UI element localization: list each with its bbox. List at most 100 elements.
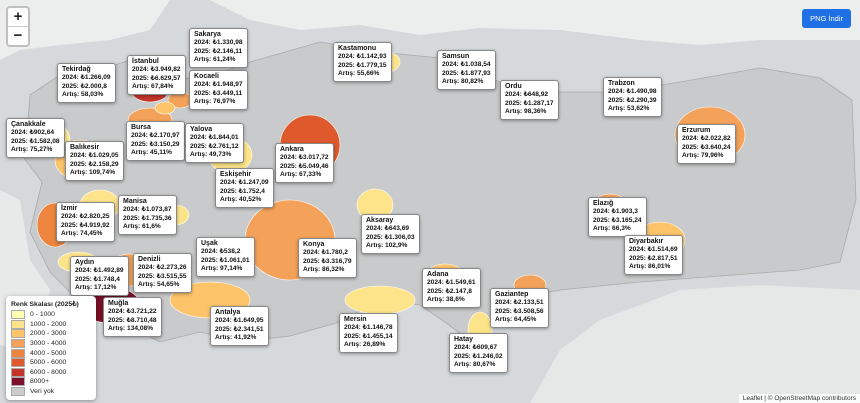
province-value: 2024: ₺609,67 (454, 344, 498, 352)
province-label: Mersin 2024: ₺1.146,78 2025: ₺1.455,14 Artı… (339, 313, 398, 353)
province-value: 2024: ₺643,69 (366, 225, 410, 233)
png-download-button[interactable]: PNG İndir (802, 9, 851, 28)
province-value: 2025: ₺2.817,51 (629, 254, 678, 262)
province-value: 2025: ₺1.246,02 (454, 352, 503, 360)
province-value: Artış: 58,03% (62, 91, 104, 99)
attribution[interactable]: Leaflet | © OpenStreetMap contributors (738, 394, 860, 403)
province-name: Sakarya (194, 31, 221, 38)
province-label: Çanakkale 2024: ₺902,64 2025: ₺1.582,08 Art… (6, 118, 65, 158)
province-value: 2025: ₺1.748,4 (75, 275, 120, 283)
province-label: Erzurum 2024: ₺2.022,82 2025: ₺3.640,24 Art… (677, 124, 736, 164)
legend: Renk Skalası (2025₺) 0 - 1000 1000 - 2000… (6, 296, 96, 401)
legend-label: 0 - 1000 (30, 311, 55, 319)
legend-swatch (11, 367, 25, 377)
province-name: Gaziantep (495, 291, 529, 298)
legend-item: 2000 - 3000 (11, 329, 91, 339)
province-label: Manisa 2024: ₺1.073,87 2025: ₺1.735,36 Artı… (118, 195, 177, 235)
province-value: 2024: ₺1.549,61 (427, 279, 476, 287)
legend-item: 3000 - 4000 (11, 339, 91, 349)
province-value: 2025: ₺1.306,03 (366, 233, 415, 241)
province-name: Kocaeli (194, 73, 219, 80)
province-value: 2025: ₺3.449,11 (194, 89, 243, 97)
province-label: Eskişehir 2024: ₺1.247,09 2025: ₺1.752,4 Ar… (215, 168, 274, 208)
province-value: 2025: ₺1.779,15 (338, 61, 387, 69)
province-label: Denizli 2024: ₺2.273,26 2025: ₺3.515,55 Art… (133, 253, 192, 293)
province-value: 2025: ₺1.287,17 (505, 99, 554, 107)
province-value: 2024: ₺3.721,22 (108, 308, 157, 316)
legend-swatch (11, 319, 25, 329)
province-name: Aydın (75, 259, 95, 266)
province-value: Artış: 54,65% (138, 281, 180, 289)
province-value: Artış: 64,45% (495, 316, 537, 324)
legend-item: 8000+ (11, 377, 91, 387)
province-value: Artış: 41,92% (215, 334, 257, 342)
province-name: Bursa (131, 124, 151, 131)
province-label: Kastamonu 2024: ₺1.142,93 2025: ₺1.779,15 A… (333, 42, 392, 82)
legend-swatch (11, 387, 25, 397)
province-value: 2025: ₺2.761,12 (190, 142, 239, 150)
province-value: 2025: ₺4.919,92 (61, 221, 110, 229)
legend-label: 4000 - 5000 (30, 349, 67, 357)
province-label: İzmir 2024: ₺2.820,25 2025: ₺4.919,92 Artış… (56, 202, 115, 242)
province-area[interactable] (344, 285, 416, 315)
province-value: Artış: 134,08% (108, 325, 154, 333)
province-label: Ankara 2024: ₺3.017,72 2025: ₺5.049,46 Artı… (275, 143, 334, 183)
province-value: Artış: 66,3% (593, 225, 631, 233)
province-value: 2025: ₺1.877,93 (442, 69, 491, 77)
zoom-in[interactable]: + (8, 8, 28, 27)
legend-label: 6000 - 8000 (30, 368, 67, 376)
province-value: 2025: ₺3.640,24 (682, 143, 731, 151)
province-name: Tekirdağ (62, 66, 91, 73)
province-value: 2024: ₺1.948,97 (194, 81, 243, 89)
province-name: Balıkesir (70, 144, 100, 151)
province-name: Mersin (344, 316, 367, 323)
province-value: Artış: 80,67% (454, 361, 496, 369)
province-value: 2024: ₺1.038,54 (442, 61, 491, 69)
province-label: Tekirdağ 2024: ₺1.266,09 2025: ₺2.000,8 Art… (57, 63, 116, 103)
province-value: 2024: ₺2.170,97 (131, 132, 180, 140)
legend-swatch (11, 329, 25, 339)
province-value: Artış: 102,9% (366, 242, 408, 250)
legend-title: Renk Skalası (2025₺) (11, 301, 79, 308)
province-label: Samsun 2024: ₺1.038,54 2025: ₺1.877,93 Artı… (437, 50, 496, 90)
province-label: Aksaray 2024: ₺643,69 2025: ₺1.306,03 Artış… (361, 214, 420, 254)
legend-item: 4000 - 5000 (11, 348, 91, 358)
province-value: 2025: ₺2.147,8 (427, 287, 472, 295)
province-value: 2025: ₺3.515,55 (138, 272, 187, 280)
province-value: 2025: ₺2.341,51 (215, 325, 264, 333)
province-name: Yalova (190, 126, 213, 133)
province-label: Adana 2024: ₺1.549,61 2025: ₺2.147,8 Artış:… (422, 268, 481, 308)
province-value: 2025: ₺8.710,48 (108, 316, 157, 324)
zoom-control[interactable]: + − (6, 6, 30, 47)
province-label: Konya 2024: ₺1.780,2 2025: ₺3.316,79 Artış:… (298, 238, 357, 278)
province-value: Artış: 40,52% (220, 196, 262, 204)
province-area[interactable] (154, 101, 176, 115)
province-name: Erzurum (682, 127, 711, 134)
province-label: Muğla 2024: ₺3.721,22 2025: ₺8.710,48 Artış… (103, 297, 162, 337)
province-label: Balıkesir 2024: ₺1.029,05 2025: ₺2.158,29 A… (65, 141, 124, 181)
province-value: 2024: ₺2.022,82 (682, 135, 731, 143)
province-value: Artış: 98,36% (505, 108, 547, 116)
province-name: Eskişehir (220, 171, 252, 178)
province-value: 2024: ₺1.330,98 (194, 39, 243, 47)
province-name: Adana (427, 271, 449, 278)
province-name: Ankara (280, 146, 304, 153)
province-value: 2024: ₺1.146,78 (344, 324, 393, 332)
province-value: Artış: 74,45% (61, 230, 103, 238)
province-value: Artış: 61,6% (123, 223, 161, 231)
province-value: 2025: ₺5.049,46 (280, 162, 329, 170)
province-name: Kastamonu (338, 45, 377, 52)
province-value: 2024: ₺2.273,26 (138, 264, 187, 272)
province-value: Artış: 86,01% (629, 263, 671, 271)
zoom-out[interactable]: − (13, 27, 23, 44)
province-name: Ordu (505, 83, 522, 90)
province-value: 2024: ₺3.949,82 (132, 66, 181, 74)
legend-label: 2000 - 3000 (30, 330, 67, 338)
province-label: Kocaeli 2024: ₺1.948,97 2025: ₺3.449,11 Art… (189, 70, 248, 110)
province-value: Artış: 53,62% (608, 105, 650, 113)
province-value: 2024: ₺902,64 (11, 129, 55, 137)
province-name: Muğla (108, 300, 129, 307)
legend-item: 1000 - 2000 (11, 319, 91, 330)
province-value: Artış: 75,27% (11, 146, 53, 154)
province-name: Diyarbakır (629, 238, 664, 245)
